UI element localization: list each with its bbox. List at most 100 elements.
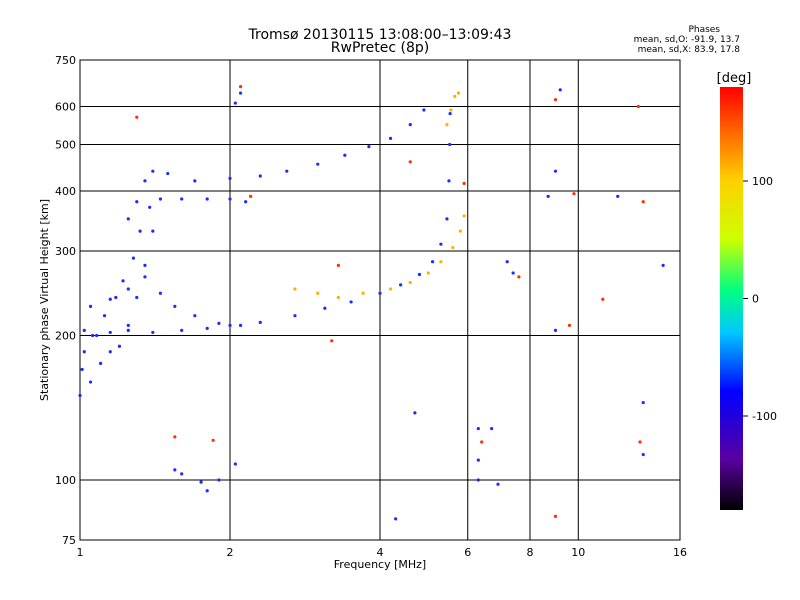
chart-subtitle: RwPretec (8p) (330, 40, 430, 56)
colorbar-tick-label: 100 (752, 175, 773, 188)
data-point (180, 328, 184, 332)
data-point (233, 462, 237, 466)
phase-stats-o: mean, sd,O: -91.9, 13.7 (633, 35, 740, 45)
data-point (228, 176, 232, 181)
y-tick-label: 600 (55, 101, 76, 114)
data-point (158, 197, 163, 201)
data-point (449, 108, 453, 112)
y-tick-label: 750 (55, 54, 76, 67)
data-point (378, 291, 382, 295)
y-tick-label: 75 (62, 534, 76, 547)
data-point (199, 480, 203, 484)
data-point (126, 217, 130, 221)
data-point (82, 350, 86, 354)
data-point (616, 194, 620, 198)
data-point (205, 489, 209, 493)
data-point (131, 256, 136, 260)
data-point (126, 287, 130, 291)
data-point (143, 275, 147, 279)
data-point (567, 323, 572, 327)
data-point (88, 304, 93, 309)
data-point (572, 192, 576, 196)
data-point (151, 330, 155, 335)
data-point (228, 323, 232, 327)
data-point (505, 260, 509, 264)
data-point (553, 328, 558, 332)
data-point (126, 328, 130, 332)
data-point (447, 179, 451, 183)
data-point (148, 205, 152, 209)
data-point (135, 295, 139, 300)
data-point (638, 440, 642, 444)
data-point (476, 478, 480, 482)
data-point (343, 153, 347, 157)
data-point (439, 242, 443, 246)
data-point (558, 88, 562, 92)
data-point (95, 333, 99, 338)
data-point (517, 275, 521, 279)
data-point (361, 291, 365, 295)
data-point (448, 111, 452, 116)
data-point (217, 321, 221, 325)
data-point (233, 101, 237, 105)
data-point (238, 323, 243, 327)
data-point (456, 91, 461, 95)
data-point (99, 361, 103, 365)
data-point (408, 280, 412, 285)
y-tick-label: 300 (55, 245, 76, 258)
data-point (143, 179, 147, 183)
y-tick-label: 100 (55, 474, 76, 487)
data-point (336, 263, 340, 267)
data-point (480, 440, 484, 444)
data-point (445, 123, 449, 127)
data-point (601, 297, 605, 301)
data-point (205, 197, 209, 201)
data-point (553, 514, 558, 518)
data-point (285, 169, 289, 173)
data-point (117, 344, 122, 348)
data-point (180, 472, 184, 476)
colorbar-tick-label: -100 (752, 410, 777, 423)
data-point (82, 328, 86, 332)
data-point (108, 330, 112, 335)
data-point (462, 214, 466, 218)
data-point (228, 197, 232, 201)
data-point (408, 160, 412, 164)
data-point (293, 287, 297, 291)
data-point (430, 260, 435, 264)
y-tick-label: 400 (55, 185, 76, 198)
data-point (158, 291, 163, 295)
data-point (258, 320, 262, 325)
x-tick-label: 4 (377, 546, 384, 559)
data-point (399, 283, 403, 287)
data-point (244, 200, 248, 204)
data-point (490, 426, 494, 431)
data-point (293, 314, 297, 318)
data-point (135, 200, 139, 204)
data-point (458, 229, 463, 233)
data-point (641, 200, 645, 204)
data-point (108, 350, 112, 354)
chart-title: Tromsø 20130115 13:08:00–13:09:43 (248, 27, 512, 43)
data-point (453, 94, 457, 98)
data-point (121, 279, 125, 283)
data-point (330, 339, 334, 343)
data-point (476, 458, 480, 462)
colorbar (720, 87, 743, 510)
data-points (78, 85, 665, 521)
data-point (173, 304, 177, 309)
data-point (258, 174, 262, 178)
data-point (388, 136, 393, 140)
data-point (173, 468, 177, 472)
data-point (151, 229, 155, 233)
data-point (217, 478, 221, 482)
data-point (336, 295, 340, 300)
grid-lines (80, 60, 680, 540)
data-point (80, 367, 84, 372)
data-point (439, 260, 443, 264)
data-point (462, 181, 466, 185)
data-point (238, 85, 243, 89)
data-point (426, 271, 430, 275)
data-point (88, 380, 93, 384)
y-axis-label: Stationary phase Virtual Height [km] (38, 199, 51, 401)
